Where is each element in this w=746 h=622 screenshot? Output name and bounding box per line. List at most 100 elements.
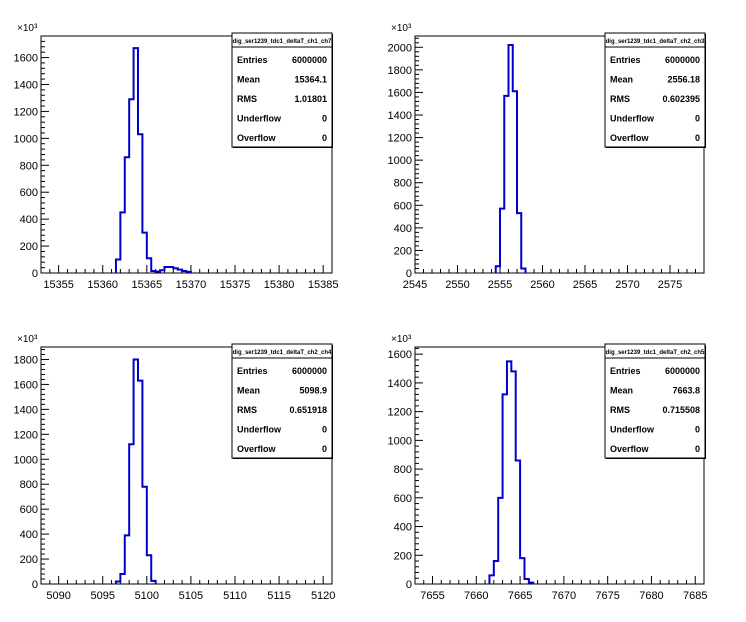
stats-value: 0 [322, 114, 327, 124]
y-tick-label: 0 [406, 579, 412, 591]
stats-label: RMS [610, 405, 630, 415]
stats-value: 6000000 [665, 366, 700, 376]
stats-label: Mean [610, 386, 633, 396]
y-tick-label: 1000 [388, 435, 412, 447]
stats-label: Overflow [237, 133, 277, 143]
stats-value: 0 [322, 444, 327, 454]
y-tick-label: 200 [20, 241, 38, 253]
stats-label: Underflow [610, 425, 655, 435]
y-tick-label: 400 [20, 529, 38, 541]
stats-label: Entries [237, 55, 268, 65]
y-tick-label: 1400 [388, 110, 412, 122]
y-tick-label: 800 [394, 464, 412, 476]
stats-label: Underflow [237, 425, 282, 435]
stats-value: 6000000 [665, 55, 700, 65]
histogram-series [114, 358, 157, 584]
stats-value: 5098.9 [299, 386, 327, 396]
y-tick-label: 2000 [388, 42, 412, 54]
y-tick-label: 800 [20, 160, 38, 172]
stats-value: 2556.18 [667, 75, 700, 85]
x-tick-label: 15365 [132, 279, 163, 291]
x-tick-label: 7680 [639, 590, 663, 602]
stats-value: 0 [695, 114, 700, 124]
stats-box-frame [231, 32, 333, 148]
stats-title: dig_ser1239_tdc1_deltaT_ch2_ch5 [606, 350, 705, 356]
y-tick-label: 1600 [388, 87, 412, 99]
y-tick-label: 1000 [388, 155, 412, 167]
histogram-series [494, 44, 527, 273]
stats-box: dig_ser1239_tdc1_deltaT_ch2_ch4 Entries 60… [231, 343, 333, 459]
y-tick-label: 600 [20, 187, 38, 199]
y-tick-label: 200 [394, 245, 412, 257]
stats-label: Entries [237, 366, 268, 376]
y-tick-label: 1600 [388, 349, 412, 361]
stats-value: 0 [695, 133, 700, 143]
stats-value: 0.651918 [289, 405, 327, 415]
y-tick-label: 1400 [388, 378, 412, 390]
stats-value: 0 [322, 425, 327, 435]
stats-label: RMS [237, 405, 257, 415]
histogram-series [114, 47, 192, 273]
y-tick-label: 1000 [14, 133, 38, 145]
stats-value: 15364.1 [294, 75, 327, 85]
x-tick-label: 15370 [176, 279, 207, 291]
stats-value: 0 [695, 444, 700, 454]
stats-box-frame [604, 32, 706, 148]
y-tick-label: 1400 [14, 79, 38, 91]
y-tick-label: 1400 [14, 404, 38, 416]
y-tick-label: 0 [32, 579, 38, 591]
y-tick-label: 1200 [388, 407, 412, 419]
x-tick-label: 5090 [46, 590, 70, 602]
x-tick-label: 15380 [264, 279, 295, 291]
y-tick-label: 1600 [14, 53, 38, 65]
histogram-panel: 0 200 400 600 800 1000 1200 1400 1600 15355 15360 1… [14, 23, 339, 291]
y-tick-label: 1200 [14, 106, 38, 118]
x-tick-label: 5110 [223, 590, 247, 602]
stats-label: Underflow [610, 114, 655, 124]
y-tick-label: 400 [20, 214, 38, 226]
x-tick-label: 15375 [220, 279, 251, 291]
exponent-label: ×10³ [17, 334, 38, 345]
x-tick-label: 5100 [135, 590, 159, 602]
x-tick-label: 2555 [488, 279, 512, 291]
histogram-panel: 0 200 400 600 800 1000 1200 1400 1600 1800 5090 509… [14, 334, 336, 602]
x-tick-label: 7685 [683, 590, 707, 602]
stats-box-frame [231, 343, 333, 459]
x-tick-label: 7665 [508, 590, 532, 602]
y-tick-label: 1800 [14, 354, 38, 366]
x-tick-label: 15355 [43, 279, 74, 291]
stats-title: dig_ser1239_tdc1_deltaT_ch1_ch7 [233, 39, 332, 45]
y-tick-label: 1800 [388, 65, 412, 77]
exponent-label: ×10³ [391, 23, 412, 34]
stats-label: Mean [610, 75, 633, 85]
histogram-series [488, 360, 535, 584]
stats-label: Overflow [237, 444, 277, 454]
x-tick-label: 7660 [464, 590, 488, 602]
y-tick-label: 200 [20, 554, 38, 566]
stats-value: 0.602395 [662, 94, 700, 104]
stats-label: Entries [610, 55, 641, 65]
stats-label: Underflow [237, 114, 282, 124]
stats-title: dig_ser1239_tdc1_deltaT_ch2_ch3 [606, 39, 705, 45]
histogram-panel: 0 200 400 600 800 1000 1200 1400 1600 7655 7660 766… [388, 334, 708, 602]
x-tick-label: 5115 [267, 590, 291, 602]
y-tick-label: 600 [394, 493, 412, 505]
y-tick-label: 400 [394, 522, 412, 534]
stats-label: Mean [237, 75, 260, 85]
x-tick-label: 5095 [90, 590, 114, 602]
y-tick-label: 800 [394, 178, 412, 190]
stats-label: Overflow [610, 133, 650, 143]
stats-box-frame [604, 343, 706, 459]
x-tick-label: 2545 [403, 279, 427, 291]
stats-box: dig_ser1239_tdc1_deltaT_ch1_ch7 Entries 60… [231, 32, 333, 148]
stats-value: 0.715508 [662, 405, 700, 415]
y-tick-label: 1000 [14, 454, 38, 466]
x-tick-label: 2570 [615, 279, 639, 291]
histogram-panel: 0 200 400 600 800 1000 1200 1400 1600 1800 2000 254… [388, 23, 706, 291]
y-tick-label: 1600 [14, 379, 38, 391]
x-tick-label: 15360 [87, 279, 118, 291]
x-tick-label: 7675 [595, 590, 619, 602]
y-tick-label: 600 [394, 200, 412, 212]
stats-label: Overflow [610, 444, 650, 454]
